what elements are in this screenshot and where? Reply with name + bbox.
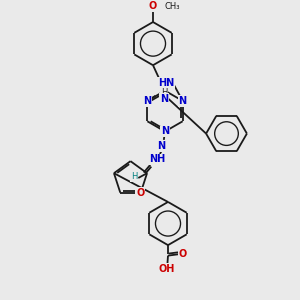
- Text: H: H: [160, 88, 167, 97]
- Text: N: N: [178, 96, 187, 106]
- Text: N: N: [143, 96, 152, 106]
- Text: N: N: [161, 127, 169, 136]
- Text: O: O: [136, 188, 144, 198]
- Text: OH: OH: [159, 264, 175, 274]
- Text: H: H: [131, 172, 137, 181]
- Text: O: O: [179, 249, 187, 259]
- Text: N: N: [160, 94, 168, 104]
- Text: O: O: [148, 2, 157, 11]
- Text: N: N: [157, 141, 166, 151]
- Text: HN: HN: [158, 78, 175, 88]
- Text: CH₃: CH₃: [164, 2, 180, 11]
- Text: NH: NH: [149, 154, 165, 164]
